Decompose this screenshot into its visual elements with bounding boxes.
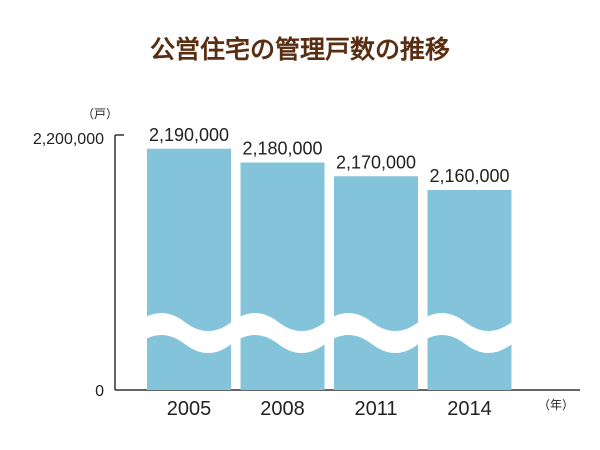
y-tick-zero: 0 bbox=[95, 383, 104, 400]
bar-2005 bbox=[147, 148, 231, 390]
axis-break-band bbox=[138, 313, 600, 353]
data-label-2014: 2,160,000 bbox=[429, 166, 509, 186]
y-axis-unit: （戸） bbox=[82, 107, 118, 121]
data-label-2008: 2,180,000 bbox=[242, 139, 322, 159]
data-label-2005: 2,190,000 bbox=[149, 125, 229, 145]
bar-2011 bbox=[334, 176, 418, 390]
bar-2008 bbox=[240, 162, 325, 390]
x-tick-2011: 2011 bbox=[354, 398, 397, 420]
bars-group: 2,190,000 2005 2,180,000 2008 2,170,000 2011 2… bbox=[138, 125, 600, 420]
bar-2014 bbox=[427, 190, 512, 390]
x-tick-2005: 2005 bbox=[167, 398, 212, 420]
x-axis-unit: （年） bbox=[538, 398, 574, 412]
chart-title: 公営住宅の管理戸数の推移 bbox=[150, 35, 450, 64]
data-label-2011: 2,170,000 bbox=[336, 152, 416, 172]
x-tick-2014: 2014 bbox=[447, 398, 492, 420]
x-tick-2008: 2008 bbox=[260, 398, 305, 420]
y-tick-top: 2,200,000 bbox=[33, 131, 104, 148]
